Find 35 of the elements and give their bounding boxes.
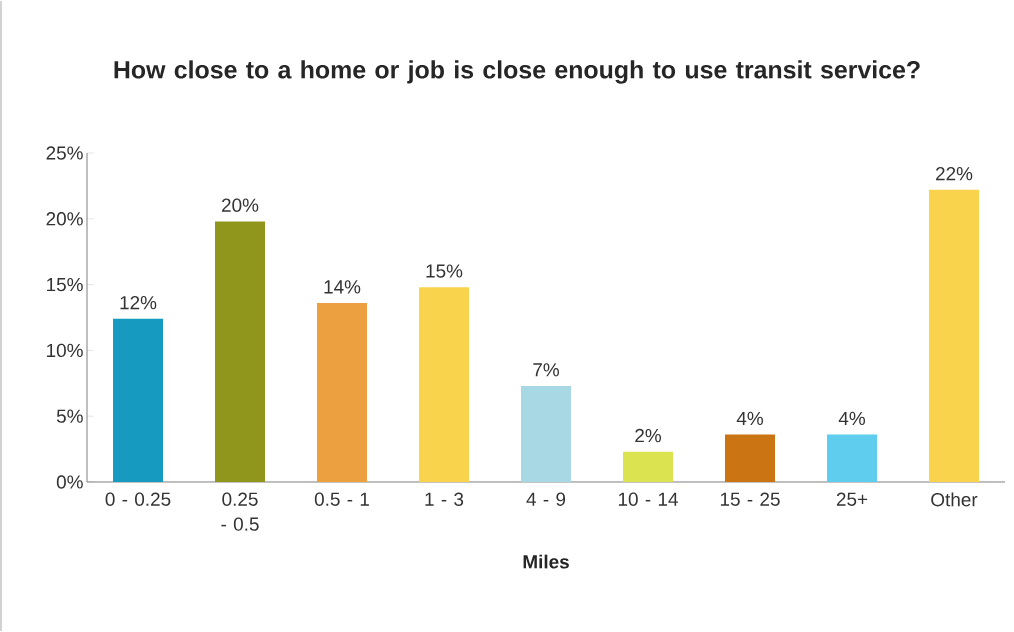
y-tick-label: 5% bbox=[56, 409, 83, 423]
x-tick-label: Other bbox=[931, 492, 978, 507]
data-label: 15% bbox=[426, 264, 463, 278]
x-tick-label: 1 - 3 bbox=[425, 492, 464, 506]
bar bbox=[113, 318, 164, 482]
y-tick-label: 25% bbox=[46, 146, 83, 160]
x-tick-label: 0.5 - 1 bbox=[314, 492, 369, 506]
x-axis-title: Miles bbox=[523, 554, 569, 569]
x-tick-label: 15 - 25 bbox=[720, 492, 780, 506]
data-label: 22% bbox=[936, 166, 973, 181]
x-tick-label: 10 - 14 bbox=[618, 492, 678, 506]
x-tick-label: 4 - 9 bbox=[526, 492, 566, 506]
bar bbox=[827, 434, 878, 482]
bar bbox=[623, 451, 674, 482]
y-tick-label: 0% bbox=[56, 475, 83, 489]
data-label: 20% bbox=[222, 198, 259, 212]
y-tick-label: 20% bbox=[46, 212, 83, 226]
bar bbox=[521, 385, 572, 482]
data-label: 4% bbox=[736, 411, 764, 426]
x-tick-label: 25+ bbox=[836, 492, 868, 506]
bar bbox=[929, 189, 980, 482]
y-tick-label: 15% bbox=[47, 277, 83, 292]
data-label: 14% bbox=[324, 280, 361, 294]
bar bbox=[419, 287, 470, 482]
bar bbox=[317, 303, 368, 482]
y-tick-label: 10% bbox=[47, 343, 83, 358]
data-label: 2% bbox=[635, 428, 662, 443]
x-tick-label: 0.25 - 0.5 bbox=[221, 492, 259, 531]
data-label: 7% bbox=[533, 363, 560, 377]
bar bbox=[215, 221, 266, 482]
data-label: 12% bbox=[120, 295, 157, 310]
data-label: 4% bbox=[838, 411, 866, 426]
x-tick-label: 0 - 0.25 bbox=[105, 492, 171, 506]
chart-title: How close to a home or job is close enough to use transit service? bbox=[114, 60, 920, 84]
bar bbox=[725, 434, 776, 482]
